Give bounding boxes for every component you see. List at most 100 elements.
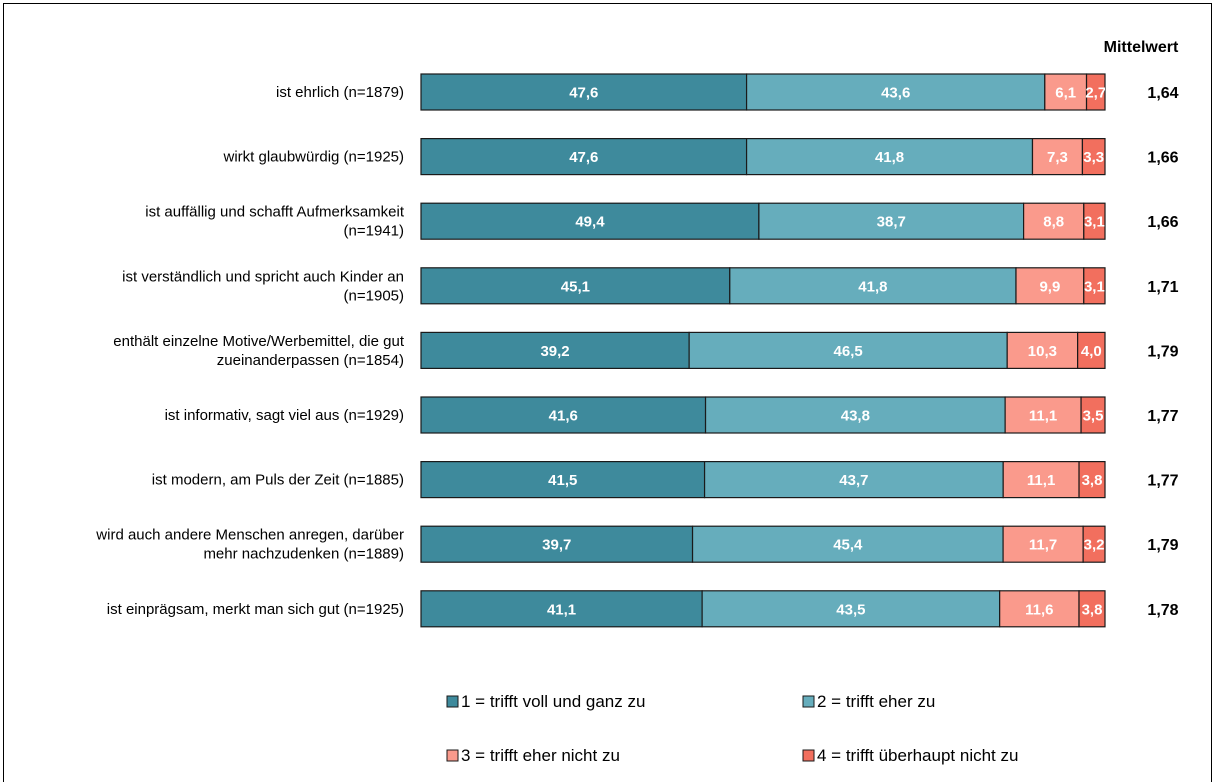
bar-row: ist einprägsam, merkt man sich gut (n=19…	[107, 590, 1179, 628]
data-label: 39,2	[540, 343, 569, 360]
bar-segment	[420, 138, 748, 176]
legend-swatch	[802, 749, 815, 762]
mean-value: 1,71	[1147, 279, 1178, 296]
data-label: 3,5	[1083, 408, 1104, 425]
bar-row: wirkt glaubwürdig (n=1925) 47,6 41,8 7,3 3,3…	[222, 138, 1179, 176]
data-label: 2,7	[1085, 85, 1106, 102]
bar-segment	[1083, 202, 1106, 240]
bar-segment	[1081, 138, 1106, 176]
data-label: 41,5	[548, 472, 577, 489]
legend-swatch	[802, 695, 815, 708]
legend-label: 2 = trifft eher zu	[817, 692, 935, 711]
category-label: ist ehrlich (n=1879)	[276, 84, 404, 101]
bar-segment	[1002, 525, 1084, 563]
bar-rows: ist ehrlich (n=1879) 47,6 43,6 6,1 2,7 1,64 wi…	[95, 73, 1179, 628]
bar-segment	[745, 138, 1034, 176]
legend-item: 1 = trifft voll und ganz zu	[446, 692, 645, 711]
legend-item: 3 = trifft eher nicht zu	[446, 746, 620, 765]
bar-segment	[701, 590, 1001, 628]
data-label: 3,1	[1084, 278, 1105, 295]
bar-segment	[420, 396, 707, 434]
legend-item: 4 = trifft überhaupt nicht zu	[802, 746, 1018, 765]
mean-value: 1,77	[1147, 408, 1178, 425]
data-label: 3,8	[1082, 601, 1103, 618]
legend-label: 4 = trifft überhaupt nicht zu	[817, 746, 1018, 765]
data-label: 41,8	[858, 278, 887, 295]
data-label: 46,5	[834, 343, 863, 360]
data-label: 3,8	[1082, 472, 1103, 489]
category-label: ist einprägsam, merkt man sich gut (n=19…	[107, 601, 404, 618]
category-label: enthält einzelne Motive/Werbemittel, die…	[113, 333, 405, 350]
bar-segment	[420, 331, 690, 369]
category-label: zueinanderpassen (n=1854)	[217, 352, 404, 369]
chart-frame	[3, 3, 1212, 782]
data-label: 11,6	[1025, 601, 1053, 618]
mean-value: 1,64	[1147, 85, 1178, 102]
category-label: ist auffällig und schafft Aufmerksamkeit	[145, 204, 405, 221]
bar-segment	[1078, 590, 1106, 628]
category-label: (n=1905)	[344, 287, 404, 304]
category-label: wirkt glaubwürdig (n=1925)	[222, 149, 404, 166]
bar-segment	[420, 461, 706, 499]
bar-segment	[688, 331, 1008, 369]
data-label: 47,6	[569, 85, 598, 102]
legend-label: 3 = trifft eher nicht zu	[461, 746, 620, 765]
data-label: 10,3	[1028, 343, 1057, 360]
category-label: wird auch andere Menschen anregen, darüb…	[95, 527, 404, 544]
bar-segment	[1078, 461, 1106, 499]
bar-segment	[1044, 73, 1088, 111]
bar-segment	[1085, 73, 1106, 111]
category-label: ist verständlich und spricht auch Kinder…	[122, 268, 404, 285]
bar-segment	[703, 461, 1004, 499]
bar-segment	[1023, 202, 1085, 240]
bar-row: ist ehrlich (n=1879) 47,6 43,6 6,1 2,7 1,64	[276, 73, 1179, 111]
bar-row: wird auch andere Menschen anregen, darüb…	[95, 525, 1179, 563]
bar-segment	[1080, 396, 1106, 434]
data-label: 45,1	[561, 278, 590, 295]
bar-segment	[420, 267, 731, 305]
data-label: 7,3	[1047, 149, 1068, 166]
chart-legend: 1 = trifft voll und ganz zu 2 = trifft eh…	[446, 692, 1018, 765]
legend-swatch	[446, 749, 459, 762]
bar-segment	[1077, 331, 1106, 369]
category-label: (n=1941)	[344, 223, 404, 240]
bar-segment	[420, 590, 703, 628]
data-label: 47,6	[569, 149, 598, 166]
data-label: 49,4	[575, 214, 605, 231]
bar-segment	[745, 73, 1046, 111]
mean-value: 1,66	[1147, 150, 1178, 167]
data-label: 11,7	[1029, 537, 1057, 554]
bar-row: ist informativ, sagt viel aus (n=1929) 41…	[165, 396, 1179, 434]
data-label: 41,8	[875, 149, 904, 166]
bar-segment	[729, 267, 1017, 305]
mean-value: 1,78	[1147, 602, 1178, 619]
data-label: 3,1	[1084, 214, 1105, 231]
bar-segment	[1031, 138, 1084, 176]
legend-label: 1 = trifft voll und ganz zu	[461, 692, 645, 711]
data-label: 39,7	[542, 537, 571, 554]
data-label: 43,7	[839, 472, 868, 489]
category-label: ist modern, am Puls der Zeit (n=1885)	[152, 472, 404, 489]
bar-row: ist verständlich und spricht auch Kinder…	[122, 267, 1179, 305]
bar-row: enthält einzelne Motive/Werbemittel, die…	[113, 331, 1179, 369]
category-label: mehr nachzudenken (n=1889)	[203, 546, 404, 563]
bar-row: ist auffällig und schafft Aufmerksamkeit…	[145, 202, 1179, 240]
data-label: 11,1	[1027, 472, 1055, 489]
mean-value: 1,79	[1147, 537, 1178, 554]
data-label: 8,8	[1043, 214, 1064, 231]
data-label: 4,0	[1081, 343, 1102, 360]
legend-item: 2 = trifft eher zu	[802, 692, 935, 711]
bar-segment	[1004, 396, 1082, 434]
bar-segment	[999, 590, 1080, 628]
data-label: 43,6	[881, 85, 910, 102]
category-label: ist informativ, sagt viel aus (n=1929)	[165, 407, 404, 424]
data-label: 43,8	[841, 408, 870, 425]
mean-value: 1,77	[1147, 473, 1178, 490]
data-label: 38,7	[877, 214, 906, 231]
data-label: 45,4	[833, 537, 863, 554]
data-label: 6,1	[1055, 85, 1076, 102]
bar-segment	[704, 396, 1006, 434]
data-label: 43,5	[836, 601, 865, 618]
